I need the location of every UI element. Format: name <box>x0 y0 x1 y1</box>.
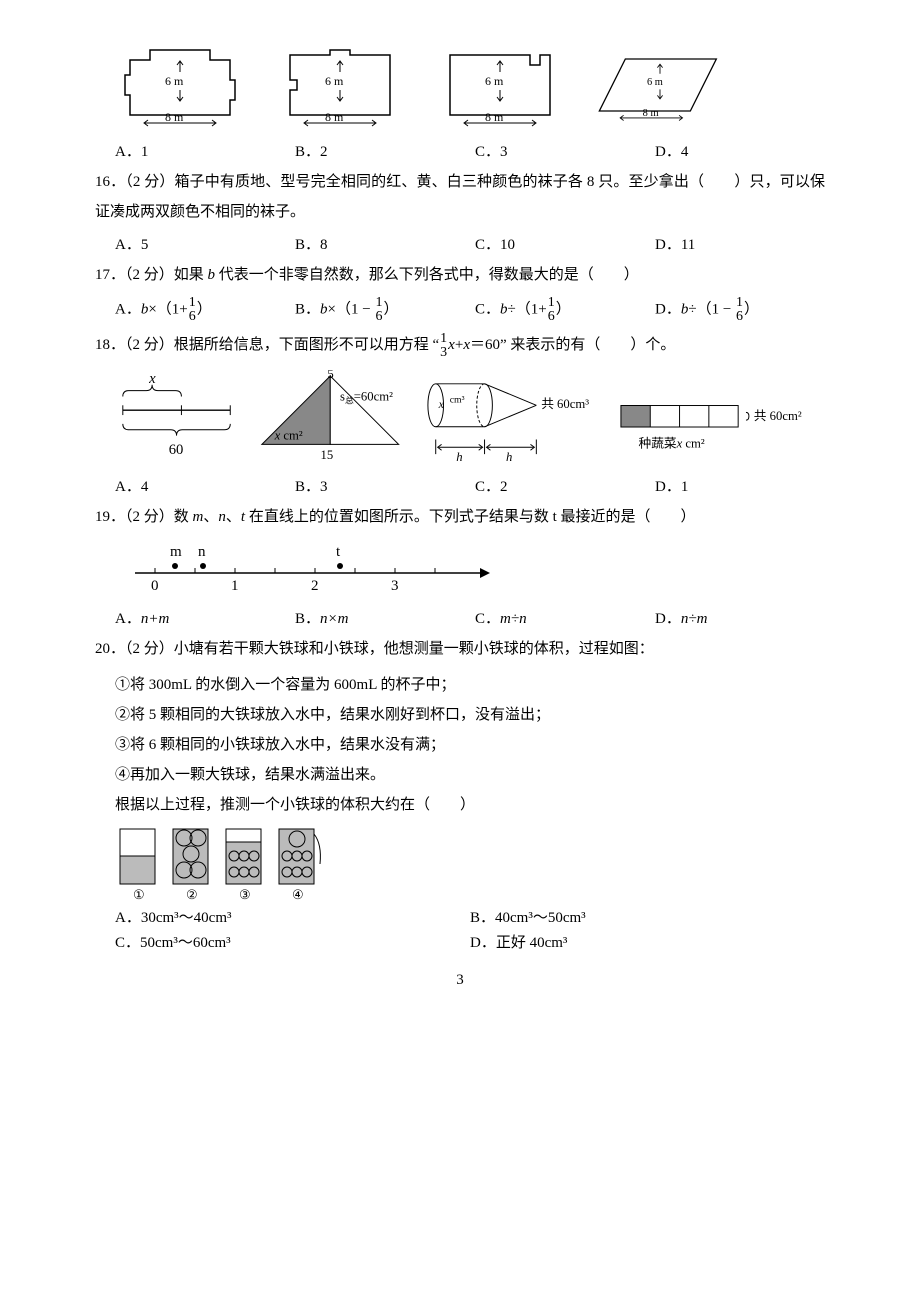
q15-opt-c: C．3 <box>475 140 645 161</box>
q18-img-3: xcm³ 共 60cm³ h h <box>424 370 600 465</box>
svg-text:2: 2 <box>311 578 319 594</box>
svg-text:1: 1 <box>231 578 239 594</box>
svg-text:种蔬菜x cm²: 种蔬菜x cm² <box>639 437 705 451</box>
q18-opt-b: B．3 <box>295 475 465 496</box>
q18-stem: 18．（2 分）根据所给信息，下面图形不可以用方程 “13x+x＝60” 来表示… <box>95 330 825 360</box>
q20-beaker-1: ① <box>115 824 160 902</box>
q17-stem: 17．（2 分）如果 b 代表一个非零自然数，那么下列各式中，得数最大的是（ ） <box>95 260 825 290</box>
svg-text:60: 60 <box>169 442 184 458</box>
q16-opt-c: C．10 <box>475 233 645 254</box>
q15-diagrams: 6 m 8 m 6 m 8 m 6 m 8 m 6 m 8 m <box>115 40 805 130</box>
q17-opt-b: B．b×（1 − 16） <box>295 296 465 324</box>
svg-text:x cm²: x cm² <box>274 428 303 442</box>
q20-opt-a: A．30cm³～40cm³ <box>115 906 470 927</box>
svg-text:15: 15 <box>321 448 334 462</box>
q18-opt-a: A．4 <box>115 475 285 496</box>
q17-opt-c: C．b÷（1+16） <box>475 296 645 324</box>
width-label: 8 m <box>165 110 184 124</box>
q19-opt-d: D．n÷m <box>655 607 825 628</box>
q17-opt-a: A．bb×（1+×（1+16） <box>115 296 285 324</box>
page-number: 3 <box>95 972 825 989</box>
q20-beaker-3: ③ <box>221 824 266 902</box>
svg-text:3: 3 <box>391 578 399 594</box>
q18-opt-d: D．1 <box>655 475 825 496</box>
q20-opt-d: D．正好 40cm³ <box>470 931 825 952</box>
svg-text:①: ① <box>133 887 145 902</box>
svg-text:8 m: 8 m <box>485 110 504 124</box>
q15-shape-3: 6 m 8 m <box>435 40 565 130</box>
q19-opt-c: C．m÷n <box>475 607 645 628</box>
svg-text:5: 5 <box>327 370 333 381</box>
svg-text:0: 0 <box>151 578 159 594</box>
q20-step-5: 根据以上过程，推测一个小铁球的体积大约在（ ） <box>115 790 825 820</box>
q18-img-4: 共 60cm² 种蔬菜x cm² <box>619 390 805 465</box>
svg-text:④: ④ <box>292 887 304 902</box>
q20-step-1: ①将 300mL 的水倒入一个容量为 600mL 的杯子中； <box>115 670 825 700</box>
q15-opt-b: B．2 <box>295 140 465 161</box>
svg-text:共 60cm²: 共 60cm² <box>754 409 802 423</box>
svg-text:8 m: 8 m <box>325 110 344 124</box>
svg-text:8 m: 8 m <box>643 108 659 119</box>
q20-opt-b: B．40cm³～50cm³ <box>470 906 825 927</box>
q20-beakers: ① ② ③ ④ <box>115 824 825 902</box>
q15-options: A．1 B．2 C．3 D．4 <box>115 140 825 161</box>
q20-step-4: ④再加入一颗大铁球，结果水满溢出来。 <box>115 760 825 790</box>
q16-opt-b: B．8 <box>295 233 465 254</box>
q20-step-2: ②将 5 颗相同的大铁球放入水中，结果水刚好到杯口，没有溢出； <box>115 700 825 730</box>
q16-opt-d: D．11 <box>655 233 825 254</box>
svg-text:③: ③ <box>239 887 251 902</box>
svg-text:t: t <box>336 544 341 560</box>
q20-opt-c: C．50cm³～60cm³ <box>115 931 470 952</box>
q19-numberline: 0 1 2 3 m n t <box>125 538 505 598</box>
svg-text:xcm³: xcm³ <box>437 394 464 411</box>
svg-text:m: m <box>170 544 182 560</box>
svg-text:6 m: 6 m <box>325 74 344 88</box>
svg-text:共 60cm³: 共 60cm³ <box>541 397 589 411</box>
q18-diagrams: x 60 5 s总=60cm² x cm² 15 xcm³ 共 60cm³ h … <box>115 370 805 465</box>
svg-text:n: n <box>198 544 206 560</box>
q15-shape-4: 6 m 8 m <box>595 40 725 130</box>
q18-img-1: x 60 <box>115 370 237 465</box>
q16-stem: 16．（2 分）箱子中有质地、型号完全相同的红、黄、白三种颜色的袜子各 8 只。… <box>95 167 825 227</box>
svg-text:②: ② <box>186 887 198 902</box>
q15-shape-1: 6 m 8 m <box>115 40 245 130</box>
q15-opt-a: A．1 <box>115 140 285 161</box>
svg-text:x: x <box>148 371 156 387</box>
svg-text:h: h <box>456 450 462 464</box>
q19-stem: 19．（2 分）数 m、n、t 在直线上的位置如图所示。下列式子结果与数 t 最… <box>95 502 825 532</box>
q20-step-3: ③将 6 颗相同的小铁球放入水中，结果水没有满； <box>115 730 825 760</box>
q19-opt-b: B．n×m <box>295 607 465 628</box>
svg-text:s总=60cm²: s总=60cm² <box>340 389 393 405</box>
svg-text:6 m: 6 m <box>647 77 663 88</box>
q20-stem: 20．（2 分）小塘有若干颗大铁球和小铁球，他想测量一颗小铁球的体积，过程如图： <box>95 634 825 664</box>
q16-opt-a: A．5 <box>115 233 285 254</box>
q20-beaker-2: ② <box>168 824 213 902</box>
svg-text:h: h <box>506 450 512 464</box>
q17-opt-d: D．b÷（1 − 16） <box>655 296 825 324</box>
q18-img-2: 5 s总=60cm² x cm² 15 <box>257 370 404 465</box>
height-label: 6 m <box>165 74 184 88</box>
q18-opt-c: C．2 <box>475 475 645 496</box>
q20-beaker-4: ④ <box>274 824 329 902</box>
q15-opt-d: D．4 <box>655 140 825 161</box>
q15-shape-2: 6 m 8 m <box>275 40 405 130</box>
svg-text:6 m: 6 m <box>485 74 504 88</box>
q19-opt-a: A．n+m <box>115 607 285 628</box>
